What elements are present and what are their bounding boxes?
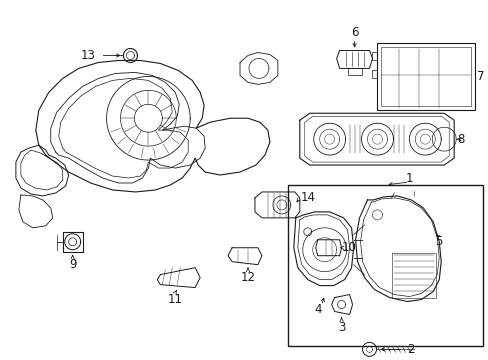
Text: 13: 13 xyxy=(81,49,96,62)
Text: 7: 7 xyxy=(476,70,484,83)
Text: 4: 4 xyxy=(313,303,321,316)
Text: 1: 1 xyxy=(405,171,412,185)
Text: 11: 11 xyxy=(167,293,183,306)
Text: 8: 8 xyxy=(457,132,464,146)
Text: 12: 12 xyxy=(240,271,255,284)
Text: 10: 10 xyxy=(342,241,356,254)
Bar xyxy=(377,42,474,110)
Text: 6: 6 xyxy=(350,26,358,39)
Text: 5: 5 xyxy=(435,235,442,248)
Text: 3: 3 xyxy=(337,321,345,334)
Bar xyxy=(287,185,482,346)
Text: 9: 9 xyxy=(69,258,76,271)
Bar xyxy=(381,46,470,106)
Text: 14: 14 xyxy=(300,192,315,204)
Text: 2: 2 xyxy=(407,343,414,356)
